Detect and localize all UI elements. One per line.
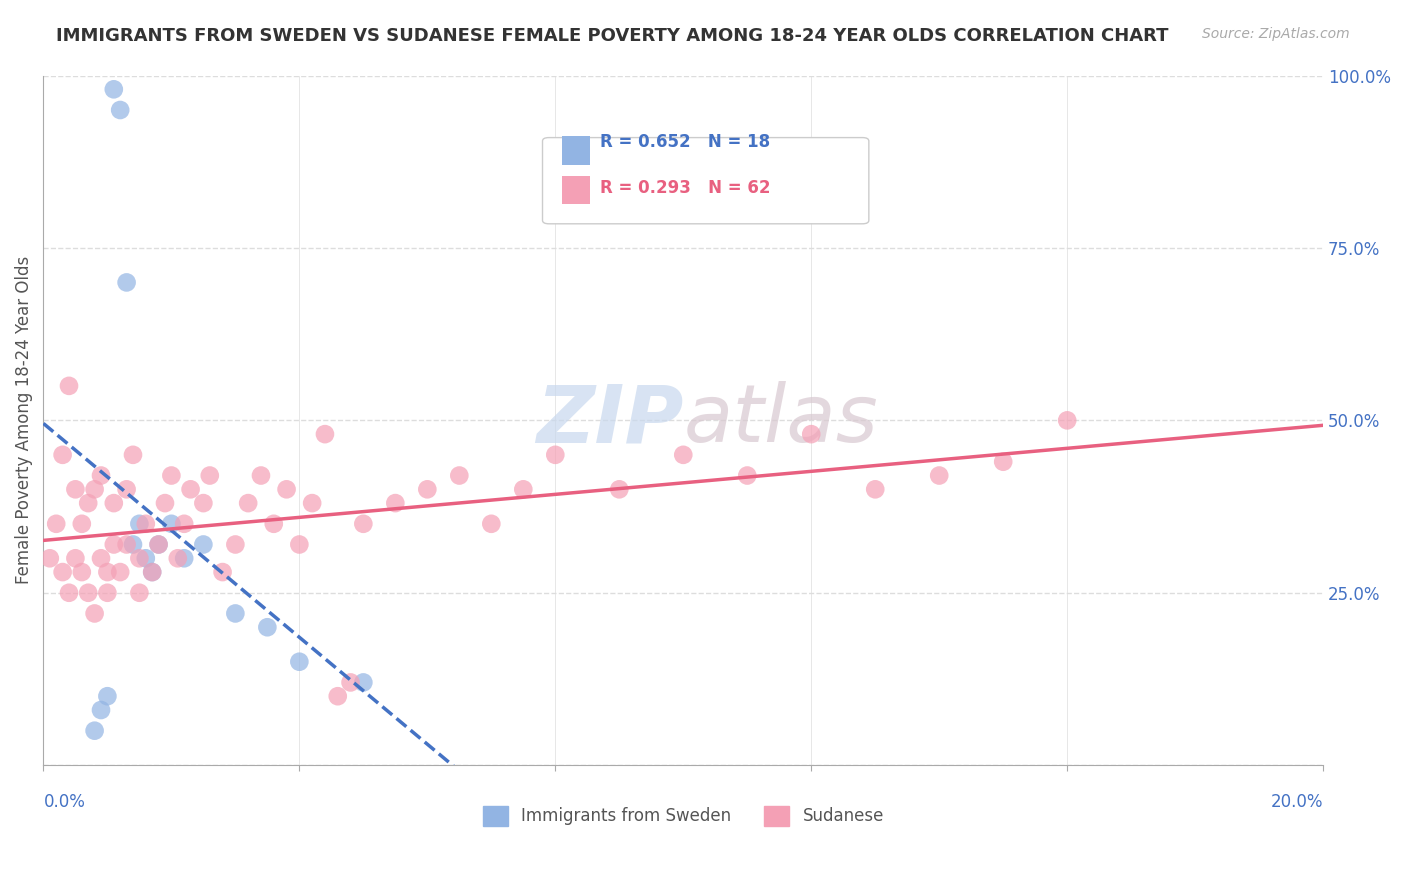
- Point: [288, 537, 311, 551]
- Text: 20.0%: 20.0%: [1271, 793, 1323, 811]
- Point: [83, 483, 105, 497]
- Point: [449, 468, 471, 483]
- Point: [301, 496, 323, 510]
- Point: [544, 448, 567, 462]
- Point: [166, 551, 188, 566]
- Point: [115, 483, 138, 497]
- Point: [90, 703, 112, 717]
- Point: [141, 565, 163, 579]
- Point: [83, 607, 105, 621]
- Point: [38, 551, 60, 566]
- Point: [58, 586, 80, 600]
- Point: [180, 483, 202, 497]
- Point: [276, 483, 298, 497]
- Point: [115, 537, 138, 551]
- Text: 0.0%: 0.0%: [44, 793, 86, 811]
- Point: [928, 468, 950, 483]
- Point: [326, 690, 349, 704]
- Point: [173, 551, 195, 566]
- Point: [148, 537, 170, 551]
- Point: [198, 468, 221, 483]
- Point: [148, 537, 170, 551]
- Point: [416, 483, 439, 497]
- Point: [193, 537, 215, 551]
- Point: [339, 675, 361, 690]
- Point: [58, 379, 80, 393]
- Point: [122, 537, 145, 551]
- Text: IMMIGRANTS FROM SWEDEN VS SUDANESE FEMALE POVERTY AMONG 18-24 YEAR OLDS CORRELAT: IMMIGRANTS FROM SWEDEN VS SUDANESE FEMAL…: [56, 27, 1168, 45]
- Point: [108, 565, 131, 579]
- Point: [122, 448, 145, 462]
- Point: [90, 551, 112, 566]
- Point: [735, 468, 758, 483]
- Point: [288, 655, 311, 669]
- Point: [672, 448, 695, 462]
- Point: [800, 427, 823, 442]
- Point: [70, 565, 93, 579]
- Point: [193, 496, 215, 510]
- Point: [352, 675, 374, 690]
- Point: [96, 565, 118, 579]
- Point: [512, 483, 534, 497]
- Point: [77, 496, 100, 510]
- Point: [224, 607, 246, 621]
- Point: [153, 496, 176, 510]
- Text: R = 0.293   N = 62: R = 0.293 N = 62: [600, 179, 770, 197]
- Point: [52, 448, 75, 462]
- Point: [65, 551, 87, 566]
- Point: [135, 516, 157, 531]
- Legend: Immigrants from Sweden, Sudanese: Immigrants from Sweden, Sudanese: [475, 799, 890, 833]
- Point: [103, 537, 125, 551]
- Point: [993, 455, 1015, 469]
- Point: [128, 586, 150, 600]
- Text: R = 0.652   N = 18: R = 0.652 N = 18: [600, 134, 770, 152]
- Point: [211, 565, 233, 579]
- Point: [115, 276, 138, 290]
- Bar: [562, 136, 591, 165]
- Point: [238, 496, 260, 510]
- FancyBboxPatch shape: [543, 137, 869, 224]
- Point: [263, 516, 285, 531]
- Point: [384, 496, 406, 510]
- Point: [77, 586, 100, 600]
- Point: [314, 427, 336, 442]
- Point: [250, 468, 273, 483]
- Point: [1056, 413, 1078, 427]
- Point: [256, 620, 278, 634]
- Point: [173, 516, 195, 531]
- Point: [135, 551, 157, 566]
- Bar: [562, 176, 591, 204]
- Point: [479, 516, 502, 531]
- Point: [128, 516, 150, 531]
- Point: [160, 516, 183, 531]
- Point: [65, 483, 87, 497]
- Point: [865, 483, 887, 497]
- Point: [90, 468, 112, 483]
- Point: [352, 516, 374, 531]
- Point: [52, 565, 75, 579]
- Text: ZIP: ZIP: [536, 382, 683, 459]
- Text: atlas: atlas: [683, 382, 877, 459]
- Point: [96, 586, 118, 600]
- Text: Source: ZipAtlas.com: Source: ZipAtlas.com: [1202, 27, 1350, 41]
- Point: [128, 551, 150, 566]
- Point: [103, 82, 125, 96]
- Point: [83, 723, 105, 738]
- Point: [96, 690, 118, 704]
- Point: [607, 483, 630, 497]
- Point: [103, 496, 125, 510]
- Point: [141, 565, 163, 579]
- Point: [108, 103, 131, 117]
- Point: [70, 516, 93, 531]
- Point: [45, 516, 67, 531]
- Y-axis label: Female Poverty Among 18-24 Year Olds: Female Poverty Among 18-24 Year Olds: [15, 256, 32, 584]
- Point: [160, 468, 183, 483]
- Point: [224, 537, 246, 551]
